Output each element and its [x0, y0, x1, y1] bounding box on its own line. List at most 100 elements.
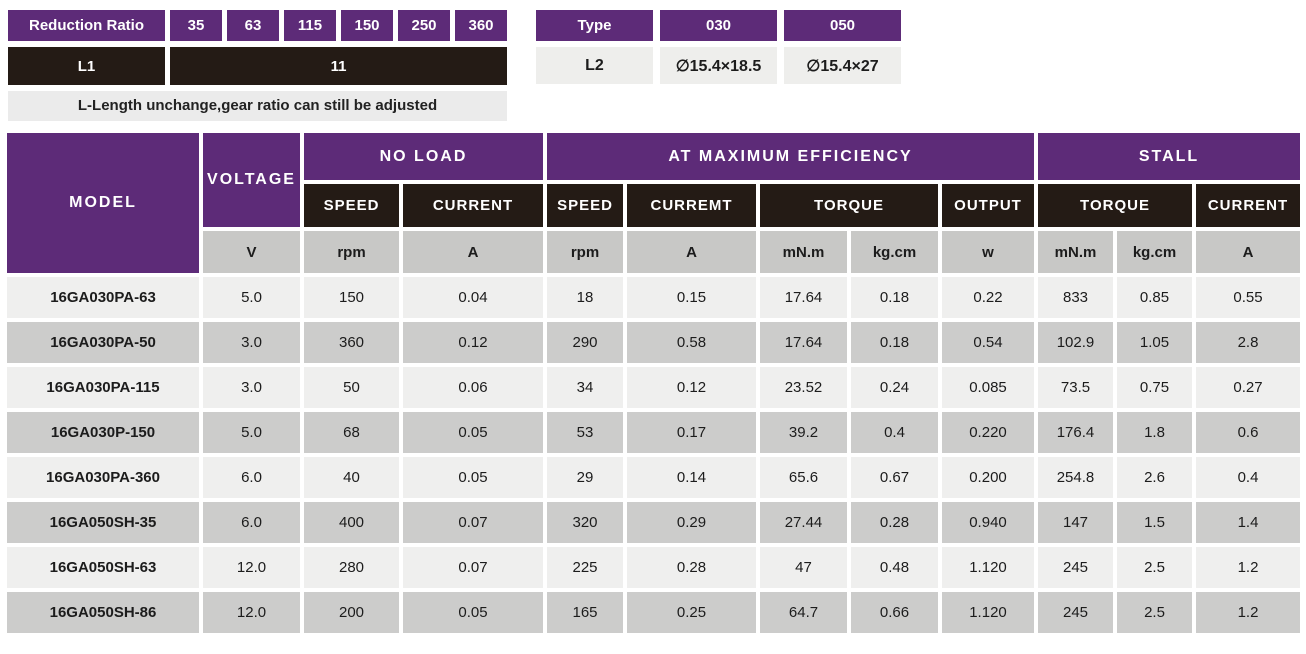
value-cell: 0.04: [403, 277, 543, 318]
value-cell: 280: [304, 547, 399, 588]
value-cell: 0.200: [942, 457, 1034, 498]
ratio-value: 115: [284, 10, 336, 41]
note-text: L-Length unchange,gear ratio can still b…: [8, 91, 507, 121]
value-cell: 0.18: [851, 277, 938, 318]
unit-cell: mN.m: [1038, 231, 1113, 273]
l1-label: L1: [8, 47, 165, 85]
ratio-value: 250: [398, 10, 450, 41]
value-cell: 0.05: [403, 412, 543, 453]
subheader-stall-current: CURRENT: [1196, 184, 1300, 227]
value-cell: 68: [304, 412, 399, 453]
subheader-maxeff-speed: SPEED: [547, 184, 623, 227]
unit-cell: A: [403, 231, 543, 273]
value-cell: 29: [547, 457, 623, 498]
type-label: Type: [536, 10, 653, 41]
table-row: 16GA050SH-35 6.0 400 0.07 320 0.29 27.44 0.28 0.…: [7, 502, 1300, 543]
value-cell: 2.6: [1117, 457, 1192, 498]
model-name-cell: 16GA050SH-86: [7, 592, 199, 633]
value-cell: 0.15: [627, 277, 756, 318]
value-cell: 833: [1038, 277, 1113, 318]
value-cell: 0.05: [403, 592, 543, 633]
value-cell: 5.0: [203, 277, 300, 318]
ratio-value: 35: [170, 10, 222, 41]
model-name-cell: 16GA030P-150: [7, 412, 199, 453]
subheader-output: OUTPUT: [942, 184, 1034, 227]
value-cell: 12.0: [203, 592, 300, 633]
value-cell: 18: [547, 277, 623, 318]
value-cell: 165: [547, 592, 623, 633]
value-cell: 0.6: [1196, 412, 1300, 453]
units-row: V rpm A rpm A mN.m kg.cm w mN.m kg.cm A: [7, 231, 1300, 273]
value-cell: 225: [547, 547, 623, 588]
subheader-noload-speed: SPEED: [304, 184, 399, 227]
value-cell: 3.0: [203, 322, 300, 363]
value-cell: 0.24: [851, 367, 938, 408]
value-cell: 6.0: [203, 457, 300, 498]
value-cell: 0.85: [1117, 277, 1192, 318]
ratio-value: 360: [455, 10, 507, 41]
value-cell: 0.58: [627, 322, 756, 363]
value-cell: 34: [547, 367, 623, 408]
value-cell: 0.14: [627, 457, 756, 498]
value-cell: 200: [304, 592, 399, 633]
l2-value-030: ∅15.4×18.5: [660, 47, 777, 84]
l2-label: L2: [536, 47, 653, 84]
value-cell: 400: [304, 502, 399, 543]
value-cell: 0.18: [851, 322, 938, 363]
table-row: 16GA050SH-86 12.0 200 0.05 165 0.25 64.7 0.66 1.…: [7, 592, 1300, 633]
value-cell: 65.6: [760, 457, 847, 498]
value-cell: 17.64: [760, 277, 847, 318]
reduction-ratio-table: Reduction Ratio 35 63 115 150 250 360 L1…: [3, 4, 512, 91]
value-cell: 102.9: [1038, 322, 1113, 363]
value-cell: 1.120: [942, 592, 1034, 633]
value-cell: 290: [547, 322, 623, 363]
value-cell: 254.8: [1038, 457, 1113, 498]
value-cell: 245: [1038, 547, 1113, 588]
value-cell: 53: [547, 412, 623, 453]
value-cell: 0.29: [627, 502, 756, 543]
l1-row: L1 11: [8, 47, 507, 85]
value-cell: 2.5: [1117, 592, 1192, 633]
ratio-value: 150: [341, 10, 393, 41]
subheader-noload-current: CURRENT: [403, 184, 543, 227]
value-cell: 150: [304, 277, 399, 318]
value-cell: 3.0: [203, 367, 300, 408]
value-cell: 47: [760, 547, 847, 588]
value-cell: 0.67: [851, 457, 938, 498]
value-cell: 0.07: [403, 547, 543, 588]
value-cell: 23.52: [760, 367, 847, 408]
table-row: 16GA050SH-63 12.0 280 0.07 225 0.28 47 0.48 1.12…: [7, 547, 1300, 588]
value-cell: 27.44: [760, 502, 847, 543]
reduction-ratio-label: Reduction Ratio: [8, 10, 165, 41]
value-cell: 2.5: [1117, 547, 1192, 588]
value-cell: 0.28: [851, 502, 938, 543]
value-cell: 12.0: [203, 547, 300, 588]
top-section: Reduction Ratio 35 63 115 150 250 360 L1…: [3, 4, 1306, 121]
sub-header-row: SPEED CURRENT SPEED CURREMT TORQUE OUTPU…: [7, 184, 1300, 227]
table-row: 16GA030PA-50 3.0 360 0.12 290 0.58 17.64 0.18 0.…: [7, 322, 1300, 363]
value-cell: 1.120: [942, 547, 1034, 588]
value-cell: 0.28: [627, 547, 756, 588]
type-030: 030: [660, 10, 777, 41]
value-cell: 0.12: [403, 322, 543, 363]
value-cell: 0.220: [942, 412, 1034, 453]
value-cell: 0.66: [851, 592, 938, 633]
group-header-row: MODEL VOLTAGE NO LOAD AT MAXIMUM EFFICIE…: [7, 133, 1300, 273]
unit-cell: kg.cm: [1117, 231, 1192, 273]
model-name-cell: 16GA030PA-63: [7, 277, 199, 318]
unit-cell: mN.m: [760, 231, 847, 273]
value-cell: 64.7: [760, 592, 847, 633]
value-cell: 0.07: [403, 502, 543, 543]
value-cell: 360: [304, 322, 399, 363]
value-cell: 0.085: [942, 367, 1034, 408]
value-cell: 147: [1038, 502, 1113, 543]
value-cell: 0.55: [1196, 277, 1300, 318]
group-max-efficiency: AT MAXIMUM EFFICIENCY: [547, 133, 1034, 180]
value-cell: 1.2: [1196, 547, 1300, 588]
subheader-stall-torque: TORQUE: [1038, 184, 1192, 227]
voltage-header: VOLTAGE: [203, 133, 300, 227]
value-cell: 1.2: [1196, 592, 1300, 633]
l1-value: 11: [170, 47, 507, 85]
value-cell: 40: [304, 457, 399, 498]
